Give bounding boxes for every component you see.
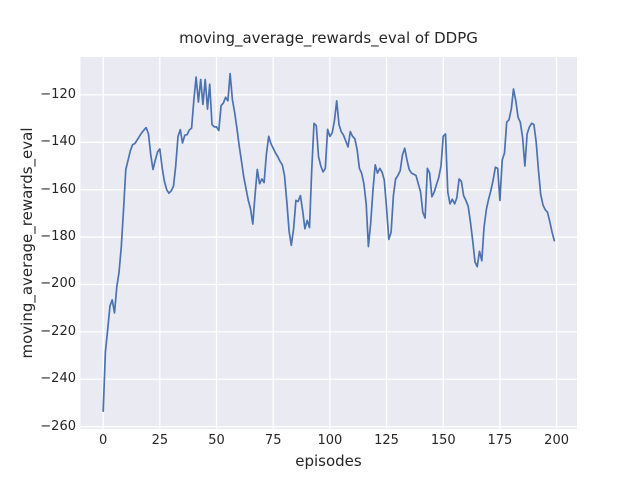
x-tick-label: 125: [374, 433, 399, 448]
chart-title: moving_average_rewards_eval of DDPG: [179, 29, 478, 47]
y-tick-label: −240: [40, 371, 76, 387]
y-tick-label: −180: [40, 229, 76, 245]
x-tick-label: 25: [151, 433, 169, 448]
x-tick-label: 100: [317, 433, 343, 448]
x-tick-label: 50: [208, 433, 225, 448]
series-line-moving_average_rewards_eval: [102, 72, 556, 413]
y-tick-label: −120: [40, 86, 76, 102]
x-axis-label: episodes: [295, 452, 362, 470]
y-tick-label: −160: [40, 181, 76, 197]
x-tick-label: 200: [544, 433, 569, 448]
y-tick-label: −200: [40, 276, 76, 292]
y-tick-label: −220: [40, 323, 76, 339]
x-tick-label: 175: [487, 433, 513, 448]
y-tick-label: −140: [40, 134, 76, 150]
x-tick-label: 75: [264, 433, 282, 448]
plot-background: [80, 57, 577, 429]
y-tick-label: −260: [40, 418, 76, 434]
x-tick-label: 150: [430, 433, 456, 448]
x-tick-label: 0: [99, 433, 108, 448]
